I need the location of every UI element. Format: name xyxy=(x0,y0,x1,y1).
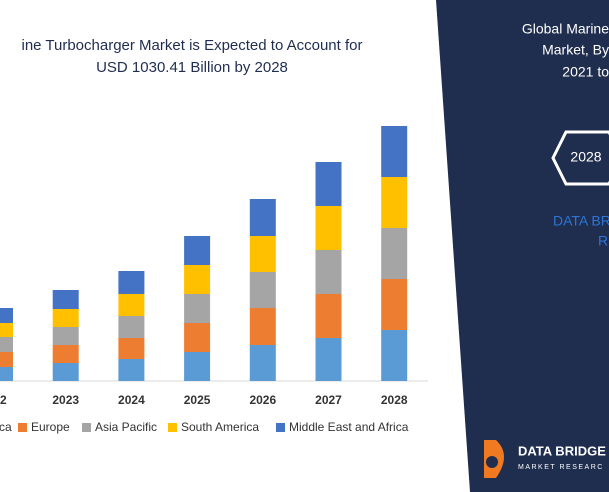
chart-title: USD 1030.41 Billion by 2028 xyxy=(96,59,288,76)
bar-segment xyxy=(184,352,211,381)
x-tick-label: 2023 xyxy=(52,393,79,407)
bar-segment xyxy=(118,338,145,359)
bar-segment xyxy=(0,323,13,337)
brand-text: DATA BR xyxy=(553,213,609,229)
badge: 2028 xyxy=(570,149,601,165)
hexagon xyxy=(551,130,609,186)
bar-segment xyxy=(118,271,145,294)
legend-swatch xyxy=(82,423,91,432)
legend-swatch xyxy=(168,423,177,432)
bar-segment xyxy=(249,308,276,345)
bar-segment xyxy=(249,272,276,308)
chart-title: ine Turbocharger Market is Expected to A… xyxy=(21,37,362,54)
bar-segment xyxy=(315,250,342,294)
bar-segment xyxy=(315,162,342,206)
x-tick-label: 2027 xyxy=(315,393,342,407)
bar-segment xyxy=(381,228,408,279)
bar-segment xyxy=(249,236,276,272)
legend-label: South America xyxy=(181,420,259,434)
bar-segment xyxy=(118,316,145,338)
bar-segment xyxy=(0,352,13,367)
bar-segment xyxy=(381,279,408,330)
bar-segment xyxy=(184,323,211,352)
bar-segment xyxy=(52,345,79,363)
bar-segment xyxy=(52,290,79,309)
bar-segment xyxy=(315,338,342,381)
bar-segment xyxy=(184,294,211,323)
bar-segment xyxy=(249,345,276,381)
bar-segment xyxy=(184,265,211,294)
x-tick-label: 2028 xyxy=(381,393,408,407)
bar-segment xyxy=(0,337,13,352)
bar-segment xyxy=(118,359,145,381)
x-tick-label: 2026 xyxy=(249,393,276,407)
bar-segment xyxy=(381,330,408,381)
side-panel xyxy=(436,0,609,492)
panel-heading: Global Marine xyxy=(522,21,609,37)
x-tick-label: 2025 xyxy=(184,393,211,407)
legend-label: Europe xyxy=(31,420,70,434)
logo-name: DATA BRIDGE xyxy=(518,443,606,458)
bar-segment xyxy=(381,126,408,177)
legend-label: Asia Pacific xyxy=(95,420,157,434)
legend-label: Middle East and Africa xyxy=(289,420,409,434)
x-tick-label: 2024 xyxy=(118,393,145,407)
logo-tagline: MARKET RESEARC xyxy=(518,464,604,471)
bar-segment xyxy=(52,327,79,345)
bar-segment xyxy=(315,206,342,250)
panel-heading: Market, By xyxy=(542,42,609,58)
legend-swatch xyxy=(276,423,285,432)
bar-segment xyxy=(118,294,145,316)
bar-segment xyxy=(184,236,211,265)
bar-segment xyxy=(249,199,276,236)
logo-icon xyxy=(486,456,498,468)
bar-segment xyxy=(52,309,79,327)
legend-label: ca xyxy=(0,420,12,434)
panel-heading: 2021 to xyxy=(562,64,609,80)
x-tick-label: 22 xyxy=(0,393,7,407)
bar-segment xyxy=(0,367,13,381)
legend-swatch xyxy=(18,423,27,432)
bar-segment xyxy=(52,363,79,381)
brand-text: R xyxy=(598,233,608,249)
bar-segment xyxy=(315,294,342,338)
bar-segment xyxy=(0,308,13,323)
bar-segment xyxy=(381,177,408,228)
